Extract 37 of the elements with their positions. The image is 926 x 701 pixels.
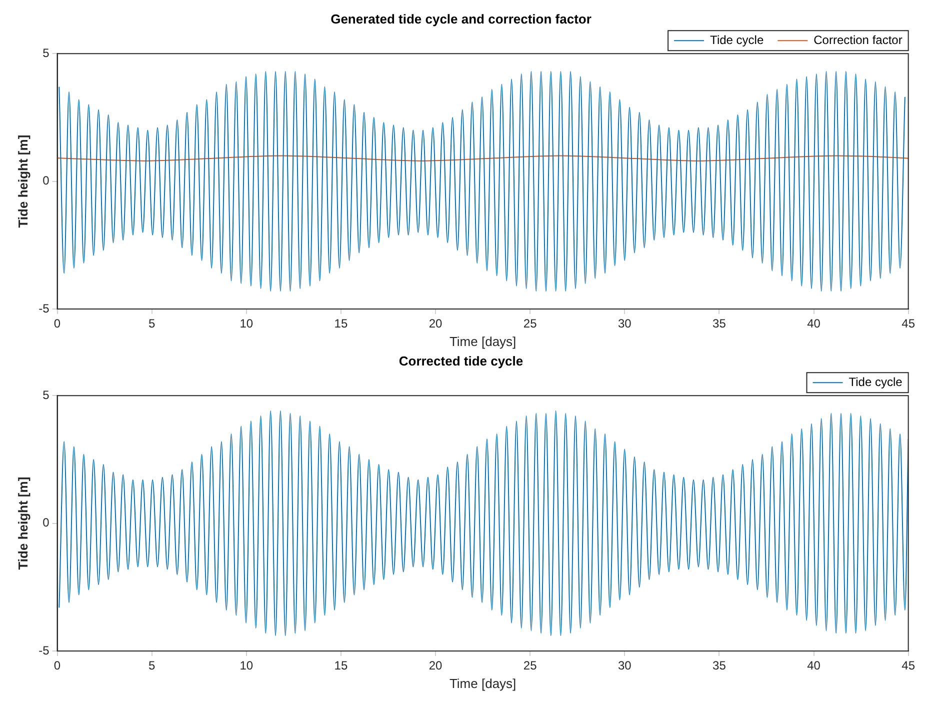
chart-title: Corrected tide cycle bbox=[398, 353, 524, 368]
x-tick-label: 25 bbox=[523, 658, 538, 673]
x-tick-label: 35 bbox=[712, 658, 726, 673]
x-tick-label: 30 bbox=[618, 316, 632, 331]
x-tick-label: 0 bbox=[54, 316, 61, 331]
line-series bbox=[58, 70, 906, 292]
x-tick-label: 20 bbox=[428, 658, 443, 673]
x-axis-title: Time [days] bbox=[449, 334, 516, 349]
x-tick-label: 30 bbox=[618, 658, 632, 673]
x-tick-label: 40 bbox=[807, 316, 821, 331]
x-tick-label: 10 bbox=[240, 316, 254, 331]
x-tick-label: 15 bbox=[334, 658, 348, 673]
y-tick-label: 5 bbox=[42, 388, 50, 402]
x-tick-label: 15 bbox=[334, 316, 348, 331]
chart-title: Generated tide cycle and correction factor bbox=[330, 11, 592, 26]
x-tick-label: 40 bbox=[807, 658, 821, 673]
y-tick-label: -5 bbox=[38, 301, 50, 316]
y-tick-label: 0 bbox=[42, 516, 50, 530]
y-tick-label: 5 bbox=[42, 46, 50, 60]
legend-label: Tide cycle bbox=[848, 374, 903, 389]
y-tick-label: -5 bbox=[38, 643, 50, 658]
x-tick-label: 0 bbox=[54, 658, 61, 673]
y-axis-title: Tide height [m] bbox=[15, 476, 30, 570]
x-tick-label: 5 bbox=[148, 658, 156, 673]
line-series bbox=[58, 410, 908, 636]
x-tick-label: 45 bbox=[902, 316, 916, 331]
x-axis-title: Time [days] bbox=[449, 676, 516, 691]
legend-label: Correction factor bbox=[814, 32, 902, 47]
x-tick-label: 25 bbox=[523, 316, 538, 331]
y-axis-title: Tide height [m] bbox=[15, 134, 30, 228]
x-tick-label: 35 bbox=[712, 316, 726, 331]
x-tick-label: 5 bbox=[148, 316, 156, 331]
legend-label: Tide cycle bbox=[710, 32, 764, 47]
y-tick-label: 0 bbox=[42, 174, 50, 188]
x-tick-label: 10 bbox=[240, 658, 254, 673]
x-tick-label: 20 bbox=[428, 316, 443, 331]
x-tick-label: 45 bbox=[902, 658, 916, 673]
